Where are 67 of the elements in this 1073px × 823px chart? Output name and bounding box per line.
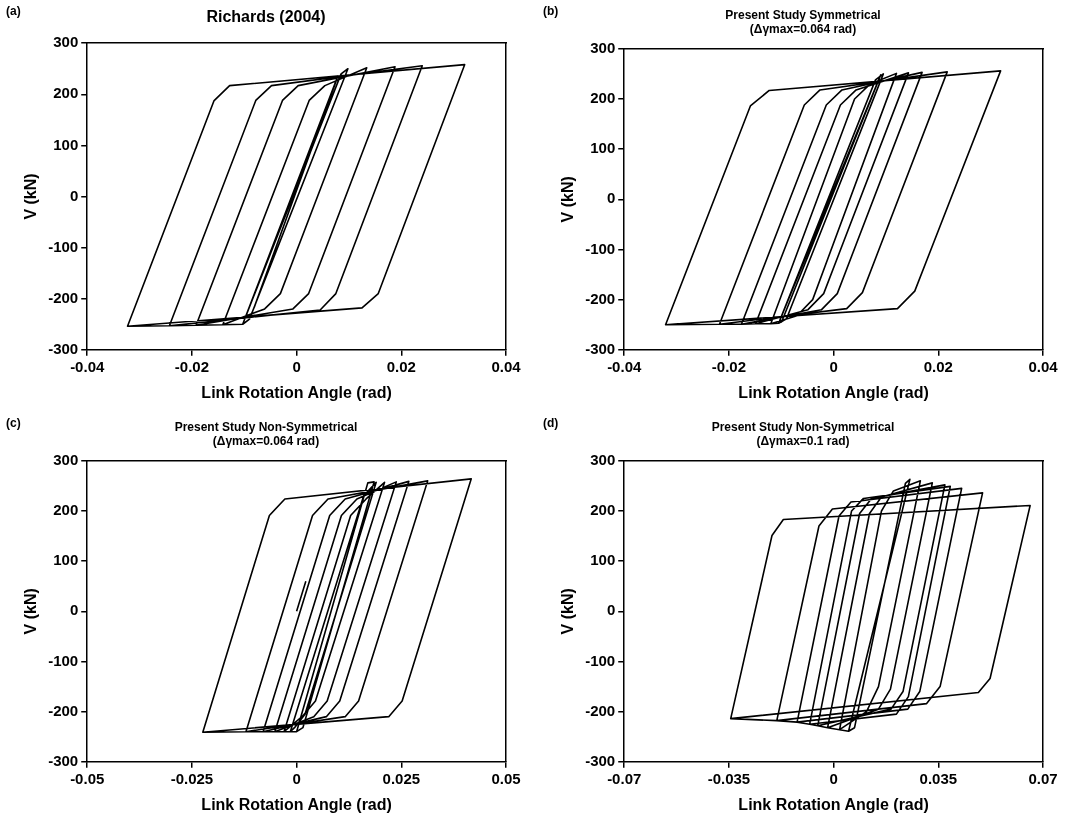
x-tick-label: 0.07 <box>1028 769 1058 787</box>
y-tick-label: 100 <box>590 139 616 157</box>
x-tick-label: -0.02 <box>711 357 747 375</box>
text: (c) <box>6 416 21 431</box>
x-tick-label: 0 <box>829 769 838 787</box>
text: (b) <box>543 4 559 19</box>
chart-subtitle: (Δγmax=0.1 rad) <box>756 433 850 448</box>
chart-subtitle: (Δγmax=0.064 rad) <box>212 433 320 448</box>
x-tick-label: -0.02 <box>174 357 210 375</box>
y-tick-label: 0 <box>606 189 616 207</box>
chart-title: Richards (2004) <box>206 8 326 26</box>
y-tick-label: -300 <box>585 751 616 769</box>
x-tick-label: 0.035 <box>919 769 958 787</box>
y-axis-title: V (kN) <box>559 176 577 223</box>
y-tick-label: -100 <box>585 651 616 669</box>
chart-subtitle: (Δγmax=0.064 rad) <box>749 21 857 36</box>
y-tick-label: 0 <box>69 601 79 619</box>
x-tick-label: -0.04 <box>70 357 105 375</box>
x-tick-label: -0.025 <box>170 769 214 787</box>
x-tick-label: 0.04 <box>1028 357 1059 375</box>
x-tick-label: 0 <box>292 769 301 787</box>
y-tick-label: 300 <box>590 38 616 56</box>
y-tick-label: -300 <box>48 751 79 769</box>
text: (a) <box>6 4 21 19</box>
x-tick-label: 0.025 <box>382 769 421 787</box>
y-axis-title: V (kN) <box>22 173 40 220</box>
y-tick-label: 100 <box>53 135 79 153</box>
x-axis-title: Link Rotation Angle (rad) <box>738 795 929 813</box>
y-tick-label: -100 <box>585 239 616 257</box>
y-tick-label: -200 <box>585 289 616 307</box>
x-axis-title: Link Rotation Angle (rad) <box>201 795 392 813</box>
x-tick-label: -0.04 <box>607 357 642 375</box>
y-tick-label: 100 <box>590 551 616 569</box>
y-tick-label: -200 <box>48 288 79 306</box>
x-axis-title: Link Rotation Angle (rad) <box>201 383 392 401</box>
x-tick-label: 0.02 <box>923 357 953 375</box>
y-tick-label: -200 <box>585 701 616 719</box>
chart-title: Present Study Symmetrical <box>725 7 881 22</box>
y-axis-title: V (kN) <box>559 588 577 635</box>
y-tick-label: 0 <box>69 186 79 204</box>
y-tick-label: 300 <box>590 450 616 468</box>
x-tick-label: -0.07 <box>607 769 642 787</box>
y-tick-label: -300 <box>585 339 616 357</box>
x-axis-title: Link Rotation Angle (rad) <box>738 383 929 401</box>
x-tick-label: 0.02 <box>386 357 416 375</box>
y-tick-label: 200 <box>53 84 79 102</box>
y-tick-label: -300 <box>48 339 79 357</box>
x-tick-label: -0.035 <box>707 769 751 787</box>
y-axis-title: V (kN) <box>22 588 40 635</box>
chart-title: Present Study Non-Symmetrical <box>174 419 358 434</box>
y-tick-label: -100 <box>48 237 79 255</box>
x-tick-label: 0.05 <box>491 769 521 787</box>
x-tick-label: 0 <box>292 357 301 375</box>
chart-title: Present Study Non-Symmetrical <box>711 419 895 434</box>
x-tick-label: 0 <box>829 357 838 375</box>
y-tick-label: 300 <box>53 33 79 51</box>
x-tick-label: -0.05 <box>70 769 105 787</box>
y-tick-label: 100 <box>53 551 79 569</box>
y-tick-label: -100 <box>48 651 79 669</box>
x-tick-label: 0.04 <box>491 357 522 375</box>
y-tick-label: -200 <box>48 701 79 719</box>
y-tick-label: 300 <box>53 450 79 468</box>
text: (d) <box>543 416 559 431</box>
y-tick-label: 200 <box>53 501 79 519</box>
y-tick-label: 0 <box>606 601 616 619</box>
y-tick-label: 200 <box>590 89 616 107</box>
y-tick-label: 200 <box>590 501 616 519</box>
